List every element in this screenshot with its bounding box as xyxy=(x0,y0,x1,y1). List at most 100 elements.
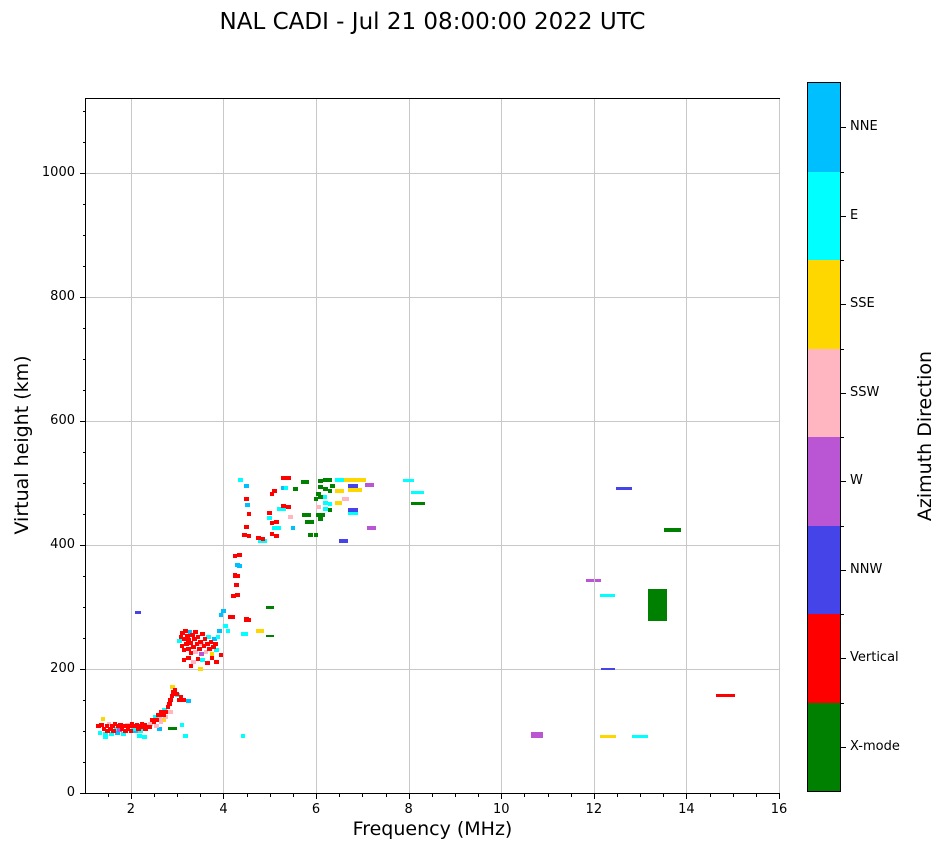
data-point-SSW xyxy=(148,721,154,726)
data-point-V xyxy=(98,722,104,727)
data-point-E xyxy=(339,478,344,483)
data-point-V xyxy=(198,639,203,644)
data-point-E xyxy=(411,490,425,495)
data-point-X xyxy=(318,494,323,499)
y-minor-tick xyxy=(82,390,86,391)
data-point-X xyxy=(313,497,319,502)
colorbar-tick xyxy=(840,127,846,128)
data-point-V xyxy=(110,724,115,729)
x-minor-tick xyxy=(200,793,201,797)
data-point-SSE xyxy=(348,478,354,483)
gridline-x xyxy=(316,99,317,793)
data-point-X xyxy=(313,532,319,537)
y-minor-tick xyxy=(82,700,86,701)
data-point-E xyxy=(206,634,211,639)
colorbar xyxy=(807,82,841,792)
data-point-V xyxy=(716,693,736,697)
data-point-X xyxy=(265,634,274,638)
plot-area xyxy=(85,98,780,794)
data-point-V xyxy=(274,519,280,524)
data-point-X xyxy=(329,484,335,489)
data-point-SSE xyxy=(357,478,363,483)
x-minor-tick xyxy=(548,793,549,797)
colorbar-segment-NNW xyxy=(808,525,840,614)
data-point-X xyxy=(300,479,306,484)
colorbar-segment-X xyxy=(808,702,840,791)
y-tick-label: 600 xyxy=(50,413,75,429)
data-point-E xyxy=(402,478,415,482)
colorbar-tick xyxy=(840,570,846,571)
gridline-x xyxy=(131,99,132,793)
data-point-V xyxy=(200,632,205,637)
data-point-X xyxy=(664,528,681,533)
x-tick-label: 8 xyxy=(404,802,413,817)
data-point-W xyxy=(371,526,377,531)
colorbar-label-V: Vertical xyxy=(850,650,899,666)
x-tick-label: 14 xyxy=(678,802,695,817)
y-major-tick xyxy=(80,297,86,298)
data-point-E xyxy=(240,631,246,636)
data-point-V xyxy=(181,637,187,642)
data-point-SSE xyxy=(100,717,106,722)
y-minor-tick xyxy=(82,762,86,763)
data-point-V xyxy=(218,653,224,658)
data-point-NNE xyxy=(221,609,226,614)
x-tick-label: 4 xyxy=(219,802,228,817)
data-point-X xyxy=(327,507,333,512)
colorbar-tick xyxy=(840,304,846,305)
data-point-V xyxy=(123,729,129,734)
data-point-SSE xyxy=(353,487,358,492)
gridline-y xyxy=(86,297,779,298)
data-point-NNE xyxy=(187,629,193,634)
data-point-V xyxy=(244,524,249,529)
data-point-SSW xyxy=(203,649,209,654)
data-point-E xyxy=(322,495,327,500)
x-minor-tick xyxy=(640,793,641,797)
data-point-SSE xyxy=(259,628,264,633)
data-point-SSW xyxy=(191,659,196,664)
data-point-SSW xyxy=(154,724,159,729)
y-minor-tick xyxy=(82,576,86,577)
data-point-NNW xyxy=(135,610,141,614)
y-minor-tick xyxy=(82,266,86,267)
data-point-V xyxy=(190,632,195,637)
data-point-SSE xyxy=(337,500,343,505)
data-point-V xyxy=(269,531,275,536)
colorbar-boundary-tick xyxy=(840,260,844,261)
gridline-x xyxy=(686,99,687,793)
data-point-V xyxy=(178,694,184,699)
x-minor-tick xyxy=(247,793,248,797)
colorbar-label-X: X-mode xyxy=(850,738,900,754)
y-minor-tick xyxy=(82,483,86,484)
data-point-V xyxy=(105,729,111,734)
data-point-V xyxy=(194,642,200,647)
x-minor-tick xyxy=(270,793,271,797)
data-point-V xyxy=(191,644,196,649)
data-point-V xyxy=(213,642,218,647)
x-minor-tick xyxy=(710,793,711,797)
data-point-V xyxy=(118,722,124,727)
x-minor-tick xyxy=(432,793,433,797)
data-point-V xyxy=(179,643,185,648)
x-minor-tick xyxy=(455,793,456,797)
x-major-tick xyxy=(316,793,317,799)
y-minor-tick xyxy=(82,731,86,732)
data-point-V xyxy=(125,726,131,731)
data-point-NNW xyxy=(600,667,615,671)
data-point-X xyxy=(327,478,333,483)
data-point-E xyxy=(353,510,358,515)
data-point-V xyxy=(242,533,247,538)
data-point-X xyxy=(327,488,333,493)
x-major-tick xyxy=(223,793,224,799)
data-point-X xyxy=(309,519,314,524)
data-point-V xyxy=(135,726,141,731)
data-point-E xyxy=(177,639,182,644)
data-point-E xyxy=(113,726,119,731)
data-point-X xyxy=(318,484,323,489)
data-point-V xyxy=(159,710,164,715)
y-minor-tick xyxy=(82,204,86,205)
gridline-x xyxy=(223,99,224,793)
x-tick-label: 16 xyxy=(770,802,788,817)
x-minor-tick xyxy=(362,793,363,797)
